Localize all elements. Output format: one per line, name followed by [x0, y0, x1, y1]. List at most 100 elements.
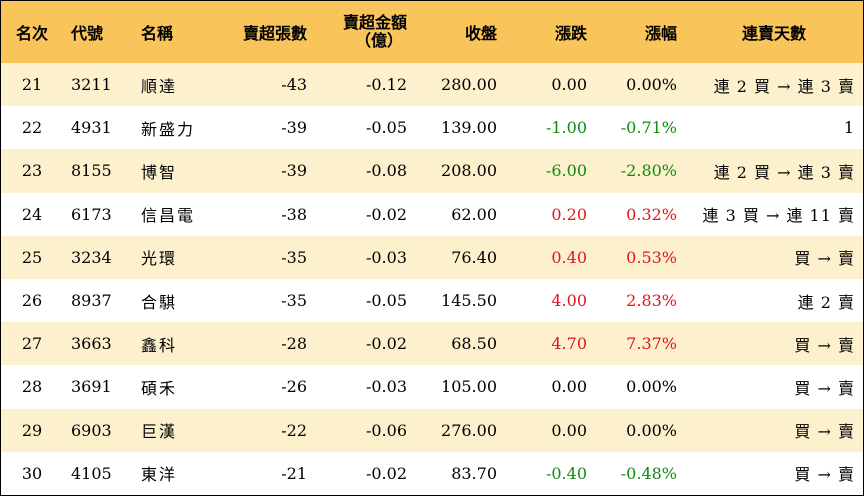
header-sell-amount[interactable]: 賣超金額 （億） — [315, 1, 415, 63]
pct-cell: 0.00% — [626, 420, 677, 440]
sell-lots-cell: -38 — [281, 204, 307, 224]
sell-lots-cell: -43 — [281, 75, 307, 95]
code-cell: 3211 — [71, 75, 112, 95]
close-cell: 68.50 — [451, 334, 497, 354]
pct-cell: 2.83% — [626, 291, 677, 311]
streak-cell: 買 → 賣 — [794, 378, 855, 398]
change-cell: 0.00 — [551, 75, 587, 95]
change-cell: 0.00 — [551, 377, 587, 397]
name-cell: 光環 — [141, 249, 178, 269]
table-row[interactable]: 22 4931 新盛力 -39 -0.05 139.00 -1.00 -0.71% 1 — [1, 106, 863, 150]
header-sell-lots[interactable]: 賣超張數 — [242, 24, 307, 43]
streak-cell: 買 → 賣 — [794, 249, 855, 269]
close-cell: 83.70 — [451, 463, 497, 483]
code-cell: 3663 — [71, 334, 112, 354]
change-cell: 0.20 — [551, 204, 587, 224]
code-cell: 3691 — [71, 377, 112, 397]
streak-cell: 買 → 賣 — [794, 465, 855, 485]
name-cell: 鑫科 — [141, 335, 178, 355]
sell-lots-cell: -35 — [281, 247, 307, 267]
table-row[interactable]: 24 6173 信昌電 -38 -0.02 62.00 0.20 0.32% 連 3 買 → 連… — [1, 192, 863, 236]
pct-cell: -0.71% — [620, 118, 677, 138]
close-cell: 276.00 — [441, 420, 497, 440]
streak-cell: 連 2 買 → 連 3 賣 — [713, 76, 855, 96]
header-change[interactable]: 漲跌 — [554, 24, 587, 43]
header-sell-amount-line2: （億） — [354, 31, 403, 50]
close-cell: 105.00 — [441, 377, 497, 397]
header-sell-amount-line1: 賣超金額 — [342, 13, 407, 32]
code-cell: 8155 — [71, 161, 112, 181]
table-row[interactable]: 30 4105 東洋 -21 -0.02 83.70 -0.40 -0.48% 買 → 賣 — [1, 451, 863, 495]
sell-amount-cell: -0.06 — [365, 420, 407, 440]
streak-cell: 連 3 買 → 連 11 賣 — [702, 206, 855, 226]
streak-cell: 買 → 賣 — [794, 335, 855, 355]
change-cell: 4.00 — [551, 291, 587, 311]
rank-cell: 28 — [21, 377, 43, 397]
streak-cell: 買 → 賣 — [794, 422, 855, 442]
rank-cell: 21 — [21, 75, 43, 95]
table-row[interactable]: 23 8155 博智 -39 -0.08 208.00 -6.00 -2.80% 連 2 買 →… — [1, 149, 863, 193]
change-cell: 0.40 — [551, 247, 587, 267]
change-cell: 4.70 — [551, 334, 587, 354]
header-name[interactable]: 名稱 — [141, 24, 174, 43]
sell-lots-cell: -39 — [281, 161, 307, 181]
rank-cell: 26 — [21, 291, 43, 311]
sell-lots-cell: -28 — [281, 334, 307, 354]
table-row[interactable]: 27 3663 鑫科 -28 -0.02 68.50 4.70 7.37% 買 → 賣 — [1, 322, 863, 366]
change-cell: -1.00 — [545, 118, 587, 138]
close-cell: 76.40 — [451, 247, 497, 267]
table-row[interactable]: 29 6903 巨漢 -22 -0.06 276.00 0.00 0.00% 買 → 賣 — [1, 408, 863, 452]
table-row[interactable]: 28 3691 碩禾 -26 -0.03 105.00 0.00 0.00% 買 → 賣 — [1, 365, 863, 409]
name-cell: 巨漢 — [141, 422, 178, 442]
sell-lots-cell: -35 — [281, 291, 307, 311]
sell-amount-cell: -0.05 — [365, 291, 407, 311]
change-cell: -6.00 — [545, 161, 587, 181]
header-rank[interactable]: 名次 — [15, 24, 48, 43]
close-cell: 62.00 — [451, 204, 497, 224]
sell-lots-cell: -26 — [281, 377, 307, 397]
code-cell: 6903 — [71, 420, 112, 440]
sell-amount-cell: -0.02 — [365, 463, 407, 483]
table-row[interactable]: 21 3211 順達 -43 -0.12 280.00 0.00 0.00% 連 2 買 → 連… — [1, 63, 863, 107]
name-cell: 博智 — [141, 162, 178, 182]
rank-cell: 30 — [21, 463, 43, 483]
streak-cell: 1 — [843, 118, 855, 138]
name-cell: 碩禾 — [141, 378, 178, 398]
close-cell: 280.00 — [441, 75, 497, 95]
pct-cell: -0.48% — [620, 463, 677, 483]
name-cell: 信昌電 — [141, 206, 196, 226]
pct-cell: 0.32% — [626, 204, 677, 224]
pct-cell: 0.53% — [626, 247, 677, 267]
pct-cell: 0.00% — [626, 75, 677, 95]
sell-lots-cell: -39 — [281, 118, 307, 138]
sell-lots-cell: -22 — [281, 420, 307, 440]
close-cell: 208.00 — [441, 161, 497, 181]
rank-cell: 25 — [21, 247, 43, 267]
close-cell: 139.00 — [441, 118, 497, 138]
header-pct[interactable]: 漲幅 — [644, 24, 677, 43]
rank-cell: 22 — [21, 118, 43, 138]
sell-amount-cell: -0.03 — [365, 377, 407, 397]
streak-cell: 連 2 賣 — [797, 292, 855, 312]
code-cell: 4105 — [71, 463, 112, 483]
name-cell: 新盛力 — [141, 119, 196, 139]
close-cell: 145.50 — [441, 291, 497, 311]
code-cell: 3234 — [71, 247, 112, 267]
change-cell: 0.00 — [551, 420, 587, 440]
rank-cell: 29 — [21, 420, 43, 440]
pct-cell: 0.00% — [626, 377, 677, 397]
sell-amount-cell: -0.03 — [365, 247, 407, 267]
header-streak[interactable]: 連賣天數 — [741, 24, 806, 43]
table-header-row: 名次 代號 名稱 賣超張數 賣超金額 （億） 收盤 漲跌 漲幅 連賣天數 — [1, 1, 863, 63]
name-cell: 東洋 — [141, 465, 178, 485]
name-cell: 順達 — [141, 76, 178, 96]
table-row[interactable]: 26 8937 合騏 -35 -0.05 145.50 4.00 2.83% 連 2 賣 — [1, 278, 863, 323]
header-close[interactable]: 收盤 — [464, 24, 497, 43]
sell-amount-cell: -0.12 — [365, 75, 407, 95]
table-row[interactable]: 25 3234 光環 -35 -0.03 76.40 0.40 0.53% 買 → 賣 — [1, 235, 863, 279]
header-code[interactable]: 代號 — [71, 24, 104, 43]
code-cell: 6173 — [71, 204, 112, 224]
sell-amount-cell: -0.02 — [365, 334, 407, 354]
